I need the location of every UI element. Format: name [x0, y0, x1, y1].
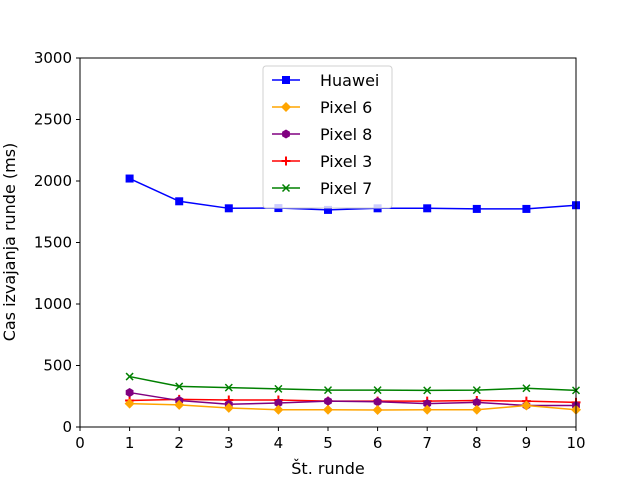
- legend-entry-pixel-7: Pixel 7: [272, 179, 372, 198]
- legend-label: Pixel 8: [320, 125, 372, 144]
- legend-marker: [281, 102, 291, 112]
- legend-entry-huawei: Huawei: [272, 71, 379, 90]
- data-point-pixel-6: [372, 405, 383, 416]
- y-tick-label: 1000: [34, 295, 72, 313]
- data-point-pixel-6: [521, 400, 532, 411]
- series-line-pixel-7: [129, 375, 577, 392]
- data-point-pixel-7: [224, 383, 233, 392]
- y-axis-label: Cas izvajanja runde (ms): [0, 143, 19, 342]
- x-tick-label: 10: [566, 434, 585, 452]
- data-point-pixel-7: [323, 386, 333, 395]
- legend-marker: [281, 183, 291, 193]
- data-point-pixel-7: [175, 382, 184, 391]
- legend-marker: [282, 76, 290, 84]
- data-point-huawei: [224, 204, 233, 213]
- x-tick-label: 9: [522, 434, 532, 452]
- legend-entry-pixel-6: Pixel 6: [272, 98, 372, 117]
- data-point-pixel-8: [324, 396, 332, 406]
- data-point-huawei: [125, 174, 134, 183]
- data-point-huawei: [175, 197, 184, 206]
- series-line-huawei: [129, 177, 577, 211]
- data-point-pixel-6: [223, 402, 234, 413]
- data-point-pixel-7: [274, 384, 283, 393]
- data-point-huawei: [324, 205, 332, 214]
- data-point-pixel-7: [522, 384, 531, 393]
- data-point-pixel-7: [125, 372, 134, 381]
- legend: Huawei Pixel 6 Pixel 8 Pixel 3 Pixel 7: [262, 65, 393, 209]
- x-tick-label: 4: [274, 434, 284, 452]
- data-point-pixel-8: [423, 399, 432, 409]
- data-point-pixel-8: [274, 398, 283, 408]
- y-tick-label: 0: [62, 418, 72, 436]
- x-tick-label: 1: [125, 434, 135, 452]
- x-axis-label: Št. runde: [291, 459, 364, 478]
- series-line-pixel-6: [129, 402, 577, 411]
- x-tick-label: 5: [323, 434, 333, 452]
- x-tick-label: 0: [75, 434, 85, 452]
- data-point-pixel-6: [124, 398, 135, 409]
- data-point-pixel-8: [125, 388, 134, 398]
- data-point-pixel-6: [174, 399, 185, 410]
- legend-entry-pixel-8: Pixel 8: [272, 125, 372, 144]
- x-tick-label: 6: [373, 434, 383, 452]
- data-point-pixel-6: [471, 404, 482, 415]
- data-point-pixel-8: [373, 397, 382, 407]
- legend-label: Huawei: [320, 71, 379, 90]
- series-line-pixel-8: [129, 391, 576, 407]
- data-point-pixel-7: [373, 386, 382, 395]
- series-pixel-6: [124, 398, 581, 416]
- data-point-huawei: [522, 204, 531, 213]
- plot-area: [124, 174, 581, 416]
- legend-label: Pixel 7: [320, 179, 372, 198]
- axes: 0 1 2 3 4 5 6 7 8 9 10 0 500 1000 1500 2000 2500 3000: [34, 49, 586, 452]
- legend-label: Pixel 3: [320, 152, 372, 171]
- x-tick-label: 8: [472, 434, 482, 452]
- legend-marker: [282, 129, 290, 139]
- x-tick-label: 7: [422, 434, 432, 452]
- data-point-pixel-8: [472, 397, 481, 407]
- data-point-pixel-6: [323, 404, 333, 415]
- legend-entry-pixel-3: Pixel 3: [272, 152, 372, 171]
- data-point-pixel-6: [422, 404, 433, 415]
- x-tick-label: 2: [174, 434, 184, 452]
- data-point-pixel-6: [273, 404, 284, 415]
- legend-box: [262, 65, 393, 209]
- y-tick-label: 3000: [34, 49, 72, 67]
- x-tick-label: 3: [224, 434, 234, 452]
- legend-marker: [281, 156, 291, 166]
- y-tick-label: 2000: [34, 172, 72, 190]
- data-point-huawei: [472, 204, 481, 213]
- data-point-huawei: [423, 204, 432, 213]
- data-point-pixel-7: [423, 386, 432, 395]
- y-tick-label: 2500: [34, 111, 72, 129]
- series-pixel-7: [125, 372, 581, 395]
- y-tick-label: 500: [43, 357, 72, 375]
- data-point-pixel-7: [472, 386, 481, 395]
- legend-label: Pixel 6: [320, 98, 372, 117]
- y-tick-label: 1500: [34, 234, 72, 252]
